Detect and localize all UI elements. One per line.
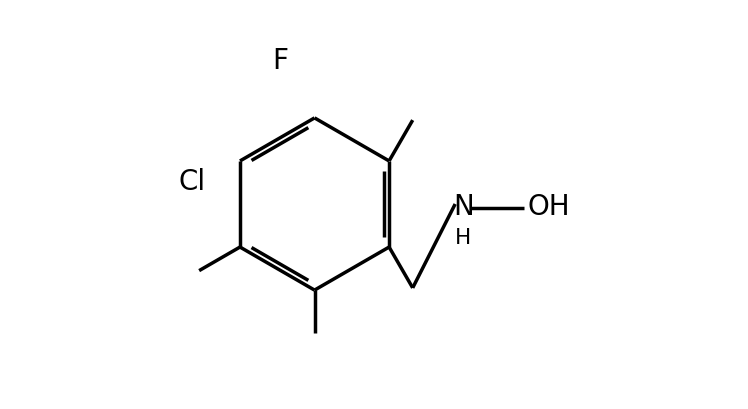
Text: OH: OH — [528, 193, 571, 220]
Text: Cl: Cl — [179, 168, 206, 196]
Text: N: N — [453, 193, 473, 220]
Text: F: F — [272, 47, 289, 75]
Text: H: H — [456, 227, 471, 247]
